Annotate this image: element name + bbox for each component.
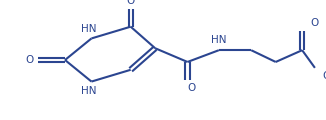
Text: HN: HN (81, 86, 96, 96)
Text: O: O (126, 0, 135, 6)
Text: HN: HN (81, 24, 96, 34)
Text: O: O (187, 83, 196, 93)
Text: O: O (25, 55, 34, 65)
Text: HN: HN (211, 35, 227, 45)
Text: O: O (310, 18, 318, 28)
Text: OH: OH (323, 71, 326, 81)
